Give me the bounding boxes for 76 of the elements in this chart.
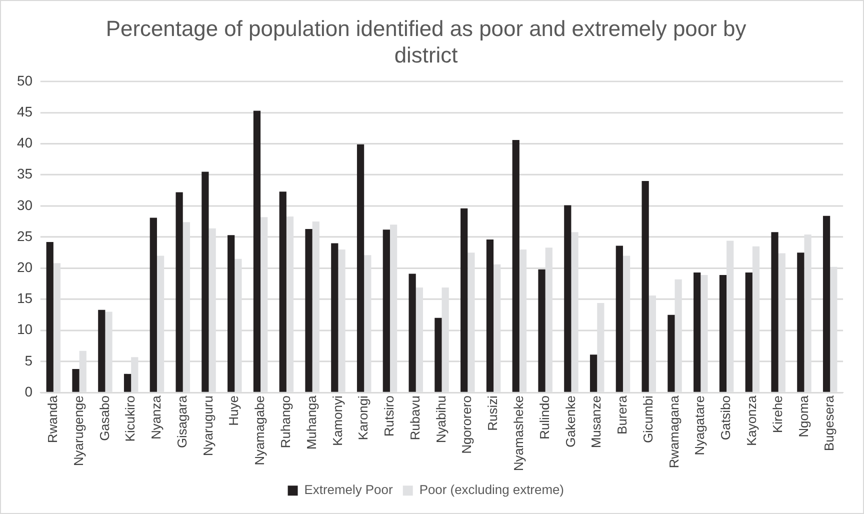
bar (719, 275, 727, 392)
x-tick-label: Gicumbi (640, 396, 656, 444)
x-tick-label: Kayonza (744, 394, 760, 446)
y-tick-label: 45 (16, 103, 33, 120)
bar (356, 144, 364, 392)
y-tick-label: 25 (16, 228, 33, 244)
x-tick-label: Rubavu (407, 396, 422, 440)
bar (331, 243, 338, 392)
y-tick-label: 10 (16, 321, 33, 338)
bar (253, 110, 261, 392)
y-tick-label: 40 (16, 134, 33, 151)
bar (797, 252, 804, 392)
bar (124, 374, 132, 392)
x-tick-label: Gakenke (562, 396, 578, 448)
bar (668, 314, 675, 392)
y-tick-label: 0 (24, 383, 33, 400)
x-tick-label: Gatsibo (718, 396, 734, 440)
bar (486, 240, 494, 392)
bar (745, 272, 752, 392)
x-tick-label: Bugesera (822, 394, 837, 451)
x-tick-label: Rwamagana (666, 394, 682, 468)
x-tick-label: Nyaruguru (200, 396, 216, 456)
chart-title: Percentage of population identified as poor and extremely poor by district (106, 16, 746, 68)
bar (98, 310, 106, 392)
y-tick-label: 50 (16, 72, 33, 88)
x-tick-label: Kamonyi (330, 396, 345, 446)
x-tick-label: Nyagatare (692, 396, 708, 456)
bar (382, 230, 390, 392)
bar (642, 181, 649, 392)
x-tick-label: Muhanga (304, 394, 319, 450)
x-tick-label: Nyamasheke (510, 396, 526, 472)
bar (512, 140, 520, 392)
bar (694, 272, 701, 392)
bar (771, 232, 778, 392)
y-tick-label: 20 (16, 259, 33, 275)
legend-label: Poor (excluding extreme) (419, 482, 564, 498)
bar (150, 218, 157, 392)
bar (176, 192, 183, 392)
x-tick-label: Rwanda (44, 394, 60, 444)
bar (228, 235, 235, 392)
x-tick-label: Gasabo (96, 396, 112, 441)
bar (46, 242, 54, 392)
bar (564, 205, 572, 392)
x-tick-label: Nyanza (148, 394, 164, 440)
bar (408, 274, 416, 392)
bar (590, 354, 598, 392)
x-tick-label: Nyarugenge (70, 396, 86, 466)
x-tick-label: Nyamagabe (252, 396, 268, 466)
y-tick-label: 35 (16, 166, 33, 182)
bar (202, 172, 209, 392)
legend-label: Extremely Poor (304, 482, 394, 498)
x-tick-label: Ruhango (278, 396, 293, 448)
bar (434, 318, 442, 392)
x-tick-label: Rutsiro (382, 396, 397, 437)
x-tick-label: Musanze (588, 396, 604, 448)
x-tick-label: Rusizi (485, 396, 500, 431)
x-tick-label: Karongi (356, 396, 371, 440)
bar (538, 269, 546, 392)
bar (460, 208, 468, 392)
bar (72, 368, 80, 392)
bar (305, 228, 312, 392)
x-tick-label: Ngororero (459, 396, 474, 454)
x-tick-label: Kirehe (770, 396, 785, 433)
bar (279, 192, 286, 392)
x-tick-label: Rulindo (536, 396, 552, 440)
x-tick-label: Nyabihu (433, 396, 448, 444)
x-tick-label: Ngoma (796, 394, 811, 438)
bar (616, 246, 623, 392)
y-tick-label: 5 (24, 352, 33, 368)
y-tick-label: 15 (16, 290, 33, 306)
x-tick-label: Kicukiro (122, 396, 138, 442)
x-tick-label: Gisagara (174, 394, 190, 448)
bar (822, 216, 830, 392)
x-tick-label: Burera (614, 394, 630, 434)
y-tick-label: 30 (16, 196, 33, 213)
x-tick-label: Huye (226, 396, 242, 426)
